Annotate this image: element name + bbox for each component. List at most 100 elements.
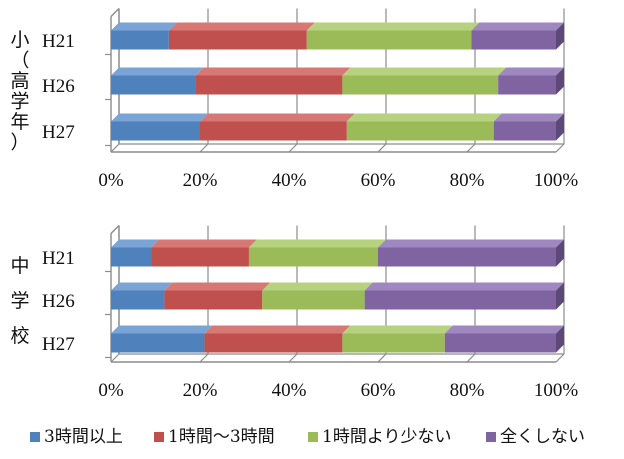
bar: [168, 30, 307, 50]
bar-top-face: [164, 282, 271, 291]
x-tick-label: 0%: [98, 380, 124, 401]
legend-label: 1時間より少ない: [322, 427, 451, 447]
bar-segment-1-H26-3: [342, 67, 507, 95]
bar-side-face: [556, 282, 564, 310]
bar-top-face: [111, 113, 208, 122]
bar-top-face: [262, 282, 373, 291]
bar-segment-2-H21-2: [151, 239, 257, 267]
bar: [111, 333, 205, 353]
group-label-char: （: [10, 50, 29, 72]
gridline-floor: [555, 143, 565, 153]
bar: [111, 30, 169, 50]
bar: [342, 333, 445, 353]
chart-panel-1: H21 H26 H27 0% 20% 40% 60% 80% 100% 小（高学年）: [10, 8, 579, 191]
gridline-floor: [466, 353, 476, 363]
x-tick-label: 0%: [98, 170, 124, 191]
bar-top-face: [342, 325, 453, 334]
gridline-floor: [377, 143, 387, 153]
bar-segment-1-H26-4: [498, 67, 564, 95]
category-label: H26: [42, 291, 75, 312]
x-tick-label: 80%: [450, 170, 485, 191]
bar: [204, 333, 343, 353]
category-label: H27: [42, 122, 75, 143]
group-label-char: 小: [10, 29, 29, 51]
legend-label: 3時間以上: [44, 427, 123, 447]
gridline-floor: [199, 143, 209, 153]
bar: [151, 247, 249, 267]
bar: [111, 75, 196, 95]
bar: [498, 75, 556, 95]
bar: [342, 75, 499, 95]
bar-side-face: [556, 113, 564, 141]
bar: [111, 247, 152, 267]
bar-top-face: [111, 239, 160, 248]
axis-corner: [110, 8, 120, 17]
gridline-floor: [377, 353, 387, 363]
bar-top-face: [204, 325, 351, 334]
legend-label: 1時間～3時間: [168, 427, 275, 447]
legend-item: 1時間～3時間: [154, 427, 275, 447]
group-label-char: 学: [10, 290, 29, 312]
bar-segment-2-H27-2: [204, 325, 351, 353]
gridline-floor: [110, 353, 120, 363]
bar: [164, 290, 263, 310]
group-label-char: 年: [10, 111, 29, 133]
bar-top-face: [364, 282, 564, 291]
bar: [493, 121, 556, 141]
bar: [364, 290, 556, 310]
bar-segment-2-H27-1: [111, 325, 213, 353]
x-tick-label: 100%: [534, 170, 579, 191]
bar-top-face: [444, 325, 564, 334]
x-tick-label: 80%: [450, 380, 485, 401]
bar-top-face: [200, 113, 355, 122]
bar-top-face: [111, 22, 177, 31]
bar-segment-2-H26-4: [364, 282, 564, 310]
chart-panel-2: H21 H26 H27 0% 20% 40% 60% 80% 100% 中学校: [10, 225, 579, 401]
bar: [248, 247, 378, 267]
legend: 3時間以上 1時間～3時間 1時間より少ない 全くしない: [30, 427, 585, 447]
bar: [195, 75, 343, 95]
group-label-char: ）: [10, 132, 29, 154]
x-tick-label: 60%: [361, 170, 396, 191]
bar-top-face: [151, 239, 257, 248]
legend-swatch: [486, 432, 496, 442]
bar-segment-1-H26-1: [111, 67, 204, 95]
bar-top-face: [111, 282, 173, 291]
gridline-floor: [466, 143, 476, 153]
bar: [200, 121, 347, 141]
x-tick-label: 60%: [361, 380, 396, 401]
bar-top-face: [306, 22, 480, 31]
bar-segment-2-H21-4: [378, 239, 564, 267]
bar: [471, 30, 556, 50]
bar-segment-1-H21-2: [168, 22, 315, 50]
gridline-floor: [288, 353, 298, 363]
legend-item: 3時間以上: [30, 427, 123, 447]
bar-top-face: [342, 67, 507, 76]
bar-top-face: [195, 67, 351, 76]
bar-top-face: [111, 325, 213, 334]
bar-segment-2-H26-3: [262, 282, 373, 310]
legend-swatch: [308, 432, 318, 442]
x-tick-label: 100%: [534, 380, 579, 401]
bar-segment-1-H27-4: [493, 113, 564, 141]
bar-segment-2-H21-3: [248, 239, 386, 267]
bar-top-face: [346, 113, 502, 122]
bar-segment-1-H27-1: [111, 113, 208, 141]
legend-swatch: [30, 432, 40, 442]
bar-segment-1-H21-1: [111, 22, 177, 50]
x-tick-label: 20%: [183, 170, 218, 191]
gridline-floor: [288, 143, 298, 153]
bar: [111, 121, 200, 141]
bar: [346, 121, 494, 141]
bar-top-face: [471, 22, 564, 31]
legend-swatch: [154, 432, 164, 442]
group-label-char: 高: [10, 70, 29, 92]
bar-top-face: [248, 239, 386, 248]
bar-top-face: [111, 67, 204, 76]
axis-corner: [110, 225, 120, 234]
legend-item: 全くしない: [486, 427, 585, 447]
legend-label: 全くしない: [500, 427, 585, 447]
bar-segment-1-H27-3: [346, 113, 502, 141]
bar: [262, 290, 365, 310]
